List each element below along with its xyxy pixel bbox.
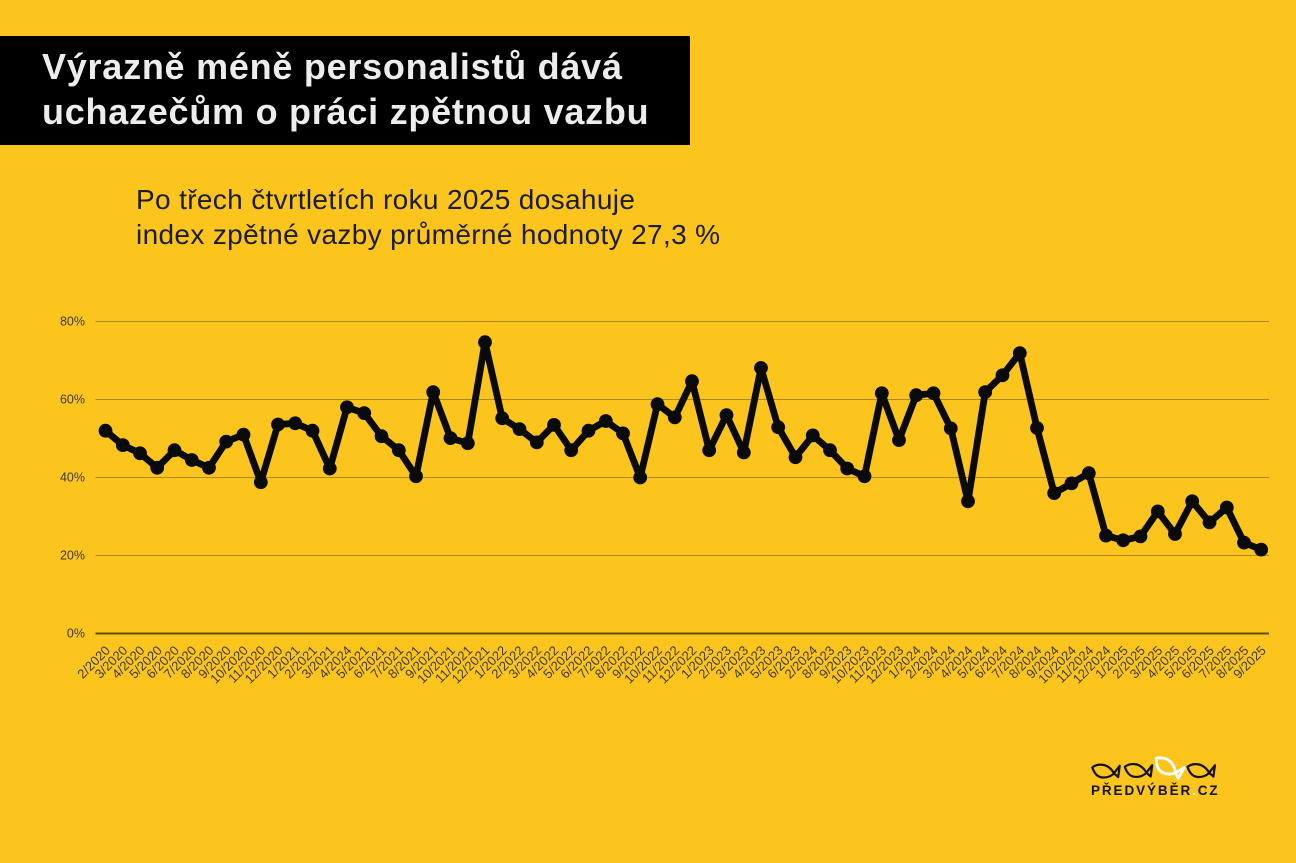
svg-text:80%: 80%: [60, 315, 85, 329]
svg-text:0%: 0%: [67, 627, 85, 641]
svg-text:40%: 40%: [60, 471, 85, 485]
svg-text:20%: 20%: [60, 549, 85, 563]
svg-text:60%: 60%: [60, 393, 85, 407]
